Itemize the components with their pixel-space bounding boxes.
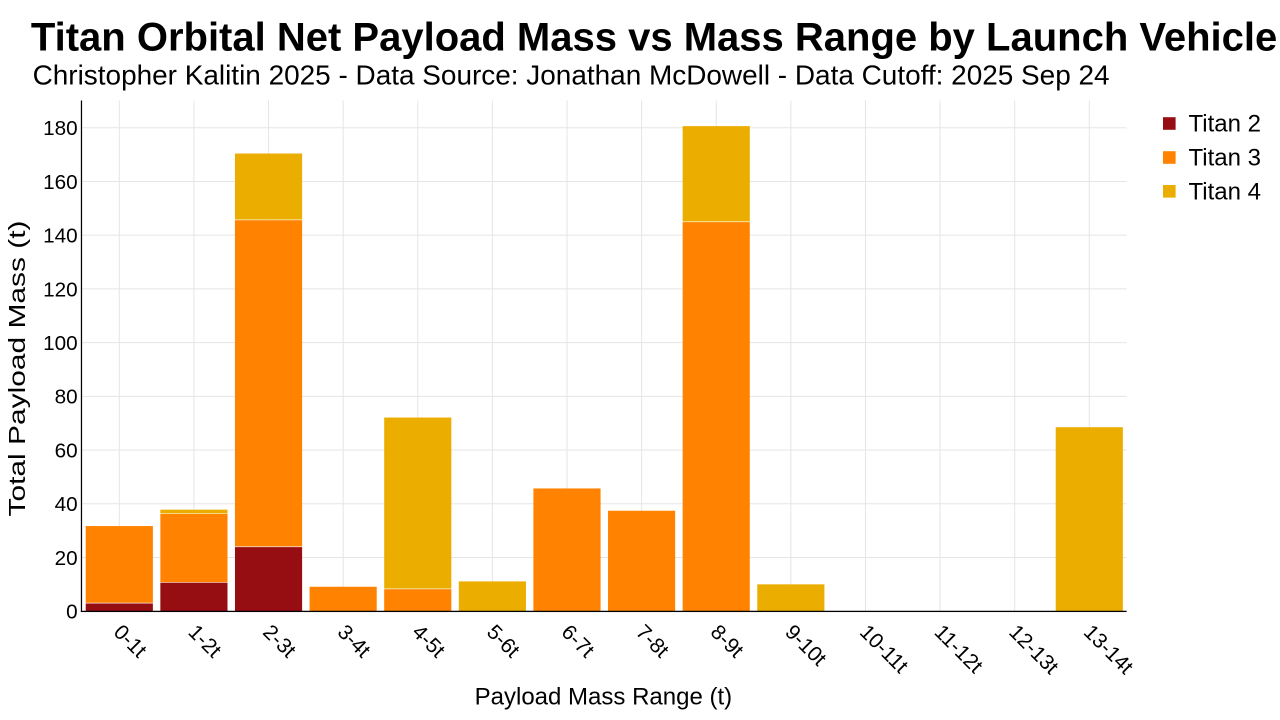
svg-text:180: 180: [43, 117, 78, 140]
svg-text:100: 100: [43, 332, 78, 355]
svg-text:Payload Mass Range (t): Payload Mass Range (t): [475, 684, 733, 711]
svg-text:160: 160: [43, 171, 78, 194]
svg-text:120: 120: [43, 278, 78, 301]
svg-text:Titan Orbital Net Payload Mass: Titan Orbital Net Payload Mass vs Mass R…: [31, 16, 1277, 60]
svg-text:0: 0: [66, 601, 78, 624]
svg-text:60: 60: [55, 439, 78, 462]
svg-text:Titan 4: Titan 4: [1189, 179, 1261, 206]
svg-text:Total Payload Mass (t): Total Payload Mass (t): [4, 221, 30, 517]
svg-text:80: 80: [55, 386, 78, 409]
svg-text:Christopher Kalitin 2025 - Dat: Christopher Kalitin 2025 - Data Source: …: [33, 60, 1110, 91]
svg-text:Titan 2: Titan 2: [1189, 111, 1261, 138]
svg-text:140: 140: [43, 225, 78, 248]
svg-text:40: 40: [55, 493, 78, 516]
svg-text:20: 20: [55, 547, 78, 570]
svg-text:Titan 3: Titan 3: [1189, 145, 1261, 172]
